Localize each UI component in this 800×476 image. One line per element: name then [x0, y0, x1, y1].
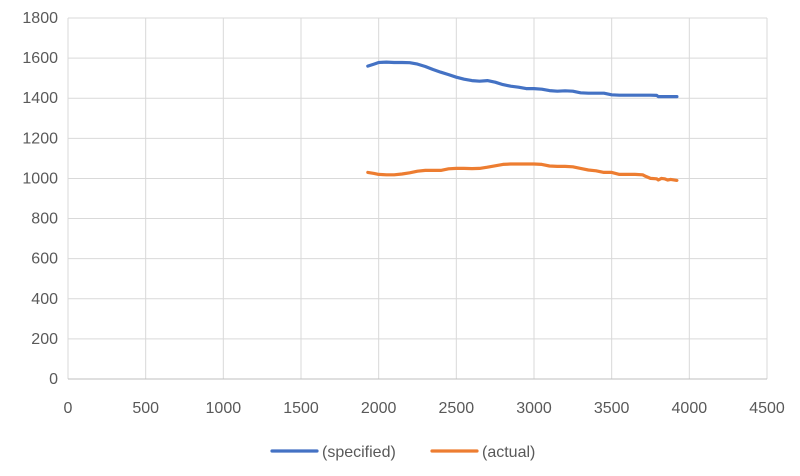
x-tick-label: 500: [132, 400, 159, 417]
x-tick-label: 2000: [361, 400, 397, 417]
series-line-actual: [366, 162, 679, 182]
y-tick-label: 1200: [22, 130, 58, 147]
series-lines: [366, 60, 679, 182]
x-tick-label: 1500: [283, 400, 319, 417]
legend-label: (actual): [482, 444, 535, 461]
x-tick-label: 3000: [516, 400, 552, 417]
x-tick-label: 4500: [749, 400, 785, 417]
y-tick-label: 0: [49, 371, 58, 388]
legend: (specified) (actual): [270, 444, 535, 461]
y-tick-label: 1000: [22, 170, 58, 187]
x-axis-tick-labels: 0 500 1000 1500 2000 2500 3000 3500 4000 4500: [64, 400, 785, 417]
x-tick-label: 2500: [439, 400, 475, 417]
series-line-specified: [366, 60, 679, 99]
legend-label: (specified): [322, 444, 396, 461]
y-tick-label: 600: [31, 251, 58, 268]
y-tick-label: 1400: [22, 90, 58, 107]
y-tick-label: 200: [31, 331, 58, 348]
y-tick-label: 400: [31, 291, 58, 308]
y-tick-label: 1600: [22, 50, 58, 67]
y-tick-label: 1800: [22, 10, 58, 27]
x-tick-label: 0: [64, 400, 73, 417]
x-tick-label: 4000: [672, 400, 708, 417]
x-tick-label: 1000: [206, 400, 242, 417]
gridlines: [67, 17, 768, 379]
y-axis-tick-labels: 0 200 400 600 800 1000 1200 1400 1600 1800: [22, 10, 58, 388]
y-tick-label: 800: [31, 211, 58, 228]
x-tick-label: 3500: [594, 400, 630, 417]
